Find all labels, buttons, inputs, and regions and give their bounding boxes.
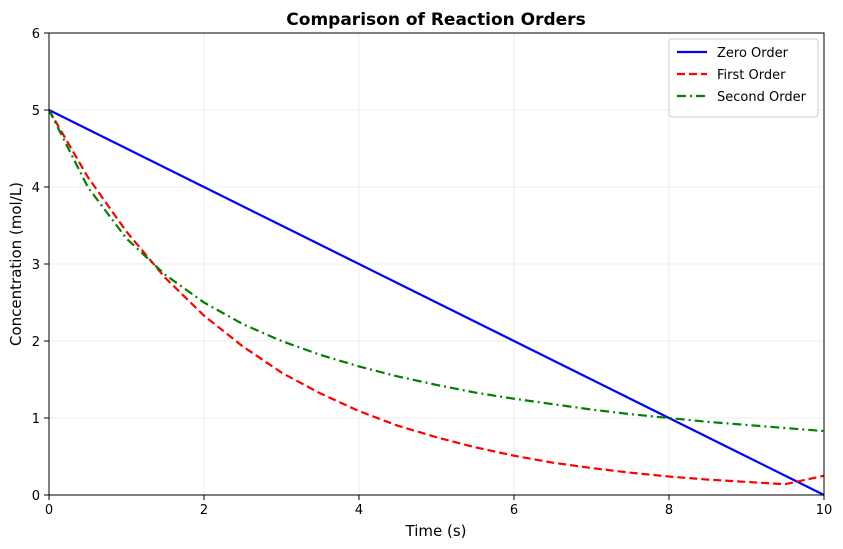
x-tick-label: 10 [816,503,833,518]
chart-title: Comparison of Reaction Orders [286,10,585,30]
x-tick-label: 4 [355,503,363,518]
legend-box [668,38,819,118]
x-tick-label: 8 [665,503,673,518]
legend-label: Second Order [717,90,807,105]
x-axis-label: Time (s) [405,522,467,540]
y-tick-label: 3 [32,258,40,273]
y-tick-label: 1 [32,412,40,427]
series-line-second-order [48,109,825,433]
series-line-first-order [48,109,825,486]
y-tick-label: 6 [32,27,40,42]
data-series [48,109,825,496]
y-axis-label: Concentration (mol/L) [7,182,25,346]
x-tick-label: 6 [510,503,518,518]
y-tick-label: 5 [32,104,40,119]
legend: Zero Order First Order Second Order [668,38,819,118]
y-tick-label: 2 [32,335,40,350]
x-tick-label: 0 [45,503,53,518]
series-line-zero-order [48,109,825,496]
y-tick-label: 4 [32,181,40,196]
x-axis-ticks: 0 2 4 6 8 10 [45,495,832,518]
y-axis-ticks: 0 1 2 3 4 5 6 [32,27,49,504]
y-tick-label: 0 [32,489,40,504]
legend-label: Zero Order [717,46,789,61]
x-tick-label: 2 [200,503,208,518]
legend-label: First Order [717,68,786,83]
